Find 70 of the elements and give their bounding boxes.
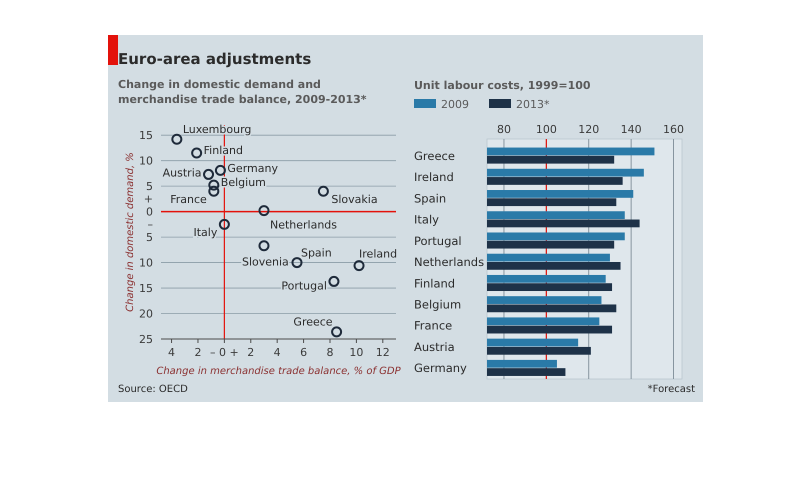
source-note: Source: OECD <box>118 384 188 395</box>
point <box>218 218 230 230</box>
y-tick-label: Netherlands <box>414 255 484 270</box>
point <box>208 180 220 191</box>
x-tick-label: 4 <box>274 346 281 359</box>
x-tick-label: 2 <box>194 346 202 359</box>
point <box>318 186 329 197</box>
annotation: Netherlands <box>270 218 338 232</box>
legend-label: 2013* <box>516 98 550 111</box>
y-tick-label: Spain <box>414 191 446 206</box>
x-tick-label: 100 <box>536 123 557 136</box>
annotation: Slovakia <box>331 193 378 206</box>
x-tick-label: 10 <box>349 346 364 359</box>
chart-title: Euro-area adjustments <box>118 50 312 68</box>
x-tick-label: 140 <box>620 123 642 136</box>
y-tick-label: 10 <box>139 154 153 168</box>
x-tick-label: 120 <box>578 123 600 136</box>
annotation: Slovenia <box>242 256 289 269</box>
y-axis-title: Change in domestic demand, % <box>125 152 136 312</box>
y-tick-label: Austria <box>414 340 455 354</box>
point <box>214 164 226 176</box>
text: *Forecast <box>648 384 696 395</box>
point <box>291 257 302 268</box>
annotation: Germany <box>227 162 278 176</box>
point <box>171 134 182 145</box>
annotation: Greece <box>293 316 333 329</box>
x-tick-label: 8 <box>326 346 334 359</box>
point <box>331 326 342 338</box>
point <box>208 186 220 197</box>
point <box>354 260 365 272</box>
annotation: Spain <box>300 246 332 260</box>
annotation: Ireland <box>359 247 398 260</box>
point <box>258 240 270 252</box>
annotation: Austria <box>162 166 202 180</box>
y-tick-label: + <box>144 192 153 206</box>
y-tick-label: 15 <box>139 282 153 295</box>
y-tick-label: Ireland <box>414 170 454 184</box>
point <box>191 148 202 159</box>
point <box>203 168 214 180</box>
x-tick-label: 80 <box>496 123 511 136</box>
annotation: Portugal <box>281 279 327 292</box>
y-tick-label: 20 <box>139 307 153 320</box>
y-tick-label: France <box>414 318 452 333</box>
x-tick-label: 160 <box>663 123 684 136</box>
x-axis-title: Change in merchandise trade balance, % of GDP <box>156 366 402 377</box>
y-tick-label: Finland <box>414 276 456 290</box>
y-tick-label: – <box>148 218 153 232</box>
legend-label: 2009 <box>441 98 469 111</box>
y-tick-label: Portugal <box>414 234 462 248</box>
annotation: Italy <box>193 226 218 240</box>
y-tick-label: 5 <box>146 230 153 244</box>
y-tick-label: Belgium <box>414 297 462 312</box>
x-tick-label: 12 <box>376 346 390 359</box>
x-tick-label: 2 <box>247 346 254 359</box>
point <box>328 276 340 287</box>
point <box>258 205 270 216</box>
y-tick-label: 25 <box>139 332 153 346</box>
y-tick-label: Greece <box>414 148 455 163</box>
x-tick-label: – 0 + <box>210 346 239 359</box>
chart-title: Unit labour costs, 1999=100 <box>414 79 591 92</box>
y-tick-label: 10 <box>139 256 153 270</box>
chart-subtitle: Change in domestic demand and merchandise trade balance, 2009-2013* <box>118 77 368 107</box>
x-tick-label: 4 <box>168 346 176 359</box>
x-tick-label: 6 <box>300 346 308 359</box>
y-tick-label: 15 <box>139 129 153 142</box>
y-tick-label: Italy <box>414 212 440 227</box>
y-tick-label: 0 <box>146 205 153 218</box>
annotation: France <box>170 193 208 206</box>
y-tick-label: Germany <box>414 361 468 376</box>
y-tick-label: 5 <box>146 180 153 193</box>
